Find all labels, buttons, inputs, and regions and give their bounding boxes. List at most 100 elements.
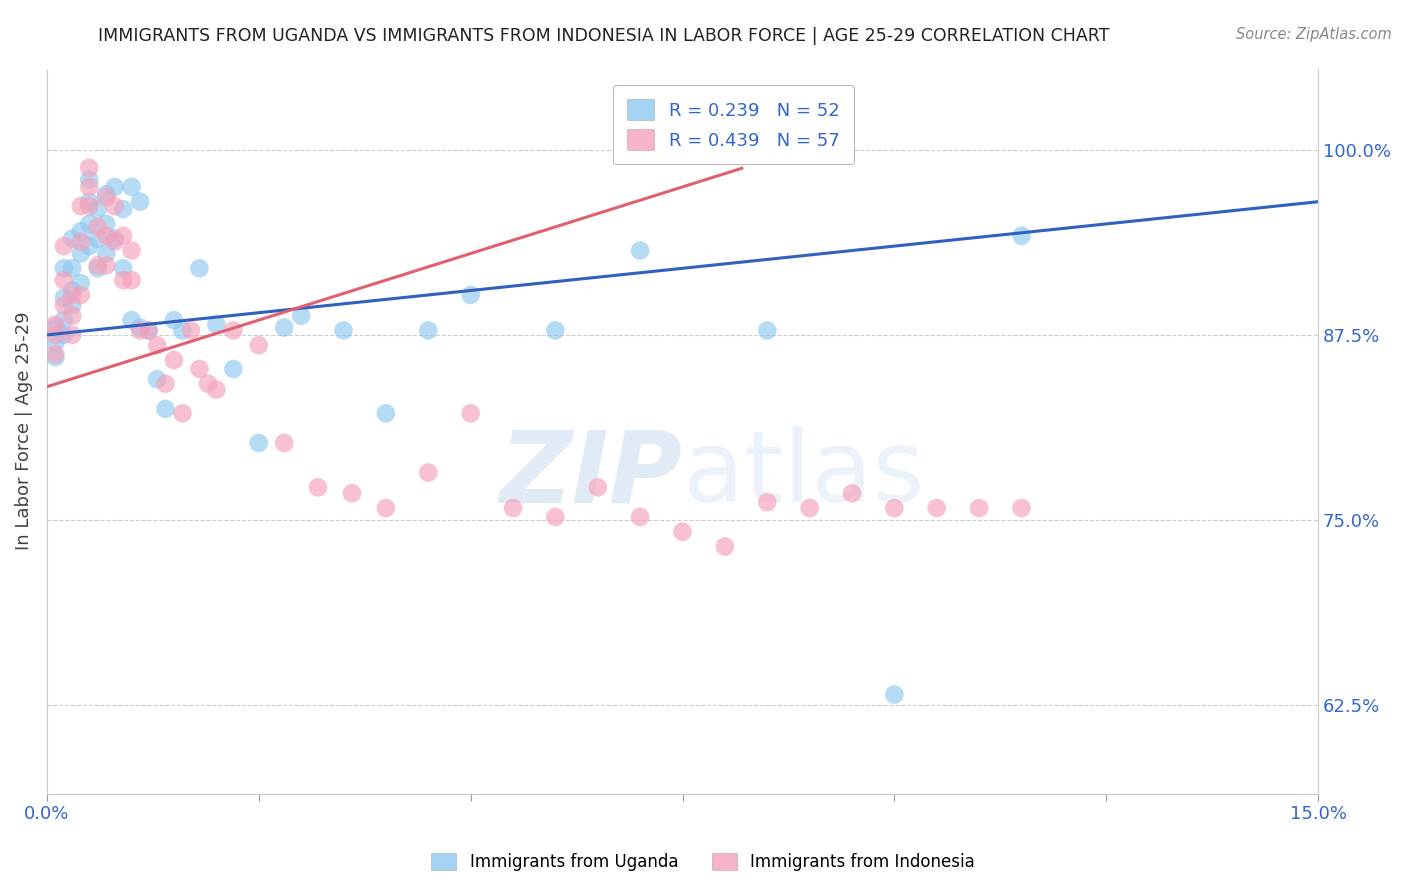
- Point: [205, 383, 228, 397]
- Point: [1011, 228, 1033, 243]
- Point: [44, 327, 66, 342]
- Point: [799, 501, 821, 516]
- Point: [129, 323, 152, 337]
- Point: [247, 338, 270, 352]
- Point: [60, 232, 83, 246]
- Point: [87, 219, 110, 234]
- Point: [628, 510, 651, 524]
- Point: [112, 202, 135, 216]
- Point: [628, 244, 651, 258]
- Point: [87, 261, 110, 276]
- Point: [112, 273, 135, 287]
- Point: [60, 327, 83, 342]
- Point: [69, 288, 91, 302]
- Point: [44, 318, 66, 332]
- Point: [52, 261, 75, 276]
- Point: [290, 309, 312, 323]
- Point: [332, 323, 354, 337]
- Y-axis label: In Labor Force | Age 25-29: In Labor Force | Age 25-29: [15, 312, 32, 550]
- Legend: R = 0.239   N = 52, R = 0.439   N = 57: R = 0.239 N = 52, R = 0.439 N = 57: [613, 85, 853, 164]
- Point: [460, 288, 482, 302]
- Point: [96, 217, 118, 231]
- Point: [544, 510, 567, 524]
- Point: [96, 190, 118, 204]
- Point: [155, 401, 177, 416]
- Point: [756, 495, 779, 509]
- Point: [77, 199, 100, 213]
- Point: [104, 235, 127, 249]
- Point: [96, 246, 118, 260]
- Point: [60, 288, 83, 302]
- Point: [96, 228, 118, 243]
- Point: [69, 224, 91, 238]
- Point: [841, 486, 863, 500]
- Point: [69, 235, 91, 249]
- Point: [340, 486, 363, 500]
- Point: [52, 239, 75, 253]
- Text: atlas: atlas: [682, 426, 924, 523]
- Point: [60, 261, 83, 276]
- Point: [172, 406, 194, 420]
- Point: [52, 298, 75, 312]
- Point: [883, 688, 905, 702]
- Point: [129, 320, 152, 334]
- Point: [77, 172, 100, 186]
- Point: [502, 501, 524, 516]
- Point: [77, 180, 100, 194]
- Point: [163, 353, 186, 368]
- Point: [121, 244, 143, 258]
- Point: [121, 313, 143, 327]
- Point: [77, 239, 100, 253]
- Point: [1011, 501, 1033, 516]
- Point: [188, 362, 211, 376]
- Point: [87, 258, 110, 272]
- Point: [180, 323, 202, 337]
- Point: [104, 199, 127, 213]
- Point: [418, 323, 440, 337]
- Point: [44, 350, 66, 364]
- Point: [77, 194, 100, 209]
- Point: [374, 501, 396, 516]
- Point: [60, 284, 83, 298]
- Point: [69, 246, 91, 260]
- Text: Source: ZipAtlas.com: Source: ZipAtlas.com: [1236, 27, 1392, 42]
- Point: [222, 362, 245, 376]
- Point: [197, 376, 219, 391]
- Point: [44, 335, 66, 350]
- Point: [374, 406, 396, 420]
- Point: [172, 323, 194, 337]
- Point: [44, 320, 66, 334]
- Point: [222, 323, 245, 337]
- Point: [121, 273, 143, 287]
- Point: [96, 258, 118, 272]
- Point: [87, 202, 110, 216]
- Point: [138, 323, 160, 337]
- Point: [146, 338, 169, 352]
- Point: [60, 309, 83, 323]
- Point: [247, 436, 270, 450]
- Point: [967, 501, 990, 516]
- Point: [44, 347, 66, 361]
- Point: [52, 291, 75, 305]
- Point: [69, 199, 91, 213]
- Point: [273, 436, 295, 450]
- Point: [586, 480, 609, 494]
- Point: [96, 187, 118, 202]
- Point: [925, 501, 948, 516]
- Point: [460, 406, 482, 420]
- Point: [273, 320, 295, 334]
- Point: [52, 313, 75, 327]
- Legend: Immigrants from Uganda, Immigrants from Indonesia: Immigrants from Uganda, Immigrants from …: [423, 845, 983, 880]
- Point: [205, 318, 228, 332]
- Point: [87, 232, 110, 246]
- Point: [121, 180, 143, 194]
- Point: [77, 217, 100, 231]
- Point: [104, 232, 127, 246]
- Point: [883, 501, 905, 516]
- Point: [146, 372, 169, 386]
- Point: [69, 276, 91, 290]
- Point: [112, 261, 135, 276]
- Point: [756, 323, 779, 337]
- Text: ZIP: ZIP: [499, 426, 682, 523]
- Point: [714, 540, 737, 554]
